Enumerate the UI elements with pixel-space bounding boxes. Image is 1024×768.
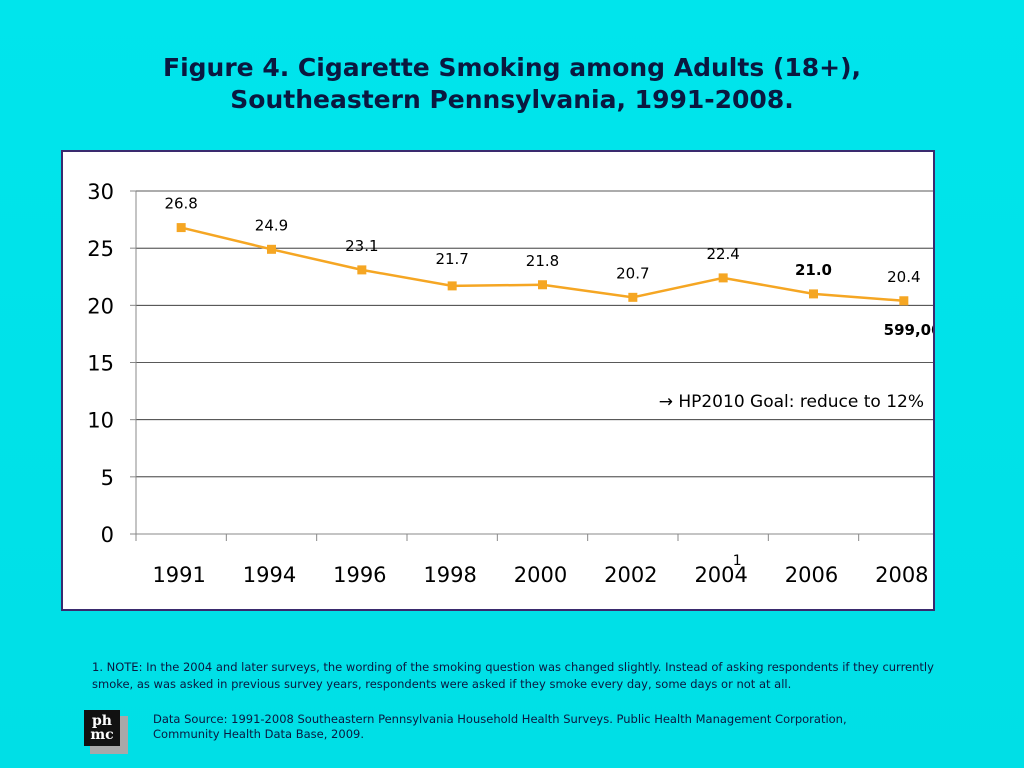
- count-annotation: 599,000: [884, 321, 933, 339]
- data-point: [628, 292, 638, 302]
- data-label: 23.1: [345, 237, 378, 255]
- logo-text: ph mc: [84, 710, 120, 746]
- footnote-marker: 1: [733, 553, 742, 569]
- x-tick-label: 2006: [785, 563, 838, 587]
- x-tick-label: 1991: [152, 563, 205, 587]
- goal-annotation: → HP2010 Goal: reduce to 12%: [659, 392, 924, 412]
- x-tick-label: 2000: [514, 563, 567, 587]
- data-point: [267, 244, 276, 254]
- x-tick-label: 1994: [243, 563, 296, 587]
- data-label: 22.4: [706, 245, 739, 263]
- y-tick-label: 25: [87, 237, 114, 261]
- x-tick-label: 2002: [604, 563, 657, 587]
- footnote: 1. NOTE: In the 2004 and later surveys, …: [92, 660, 934, 691]
- chart-title: Figure 4. Cigarette Smoking among Adults…: [0, 52, 1024, 116]
- y-tick-label: 20: [87, 294, 114, 318]
- phmc-logo-icon: ph mc: [84, 710, 128, 754]
- data-label: 21.8: [526, 252, 559, 270]
- y-tick-label: 5: [101, 466, 114, 490]
- y-tick-label: 15: [87, 352, 114, 376]
- data-source: Data Source: 1991-2008 Southeastern Penn…: [153, 712, 847, 741]
- title-line-2: Southeastern Pennsylvania, 1991-2008.: [230, 85, 794, 114]
- y-tick-label: 10: [87, 409, 114, 433]
- x-tick-label: 1996: [333, 563, 386, 587]
- chart-area: 0 5 10 15 20 25 30 1991 1994 1996 1998 2000 2002 2004…: [61, 150, 935, 611]
- data-point: [176, 223, 186, 233]
- y-tick-label: 0: [101, 523, 114, 547]
- data-point: [718, 273, 728, 283]
- data-label: 21.7: [435, 250, 468, 268]
- data-label: 24.9: [255, 216, 288, 234]
- data-label: 21.0: [795, 261, 832, 279]
- title-line-1: Figure 4. Cigarette Smoking among Adults…: [163, 53, 861, 82]
- data-point: [809, 289, 818, 299]
- data-label: 20.4: [887, 268, 920, 286]
- x-tick-label: 2008: [875, 563, 928, 587]
- data-label: 26.8: [164, 195, 197, 213]
- x-tick-label: 2004: [694, 563, 747, 587]
- data-point: [447, 281, 457, 291]
- x-tick-label: 1998: [423, 563, 476, 587]
- line-chart: 0 5 10 15 20 25 30 1991 1994 1996 1998 2000 2002 2004…: [87, 180, 933, 587]
- data-label: 20.7: [616, 264, 649, 282]
- data-point: [538, 280, 547, 290]
- data-point: [899, 296, 909, 306]
- y-tick-label: 30: [87, 180, 114, 204]
- data-point: [357, 265, 367, 275]
